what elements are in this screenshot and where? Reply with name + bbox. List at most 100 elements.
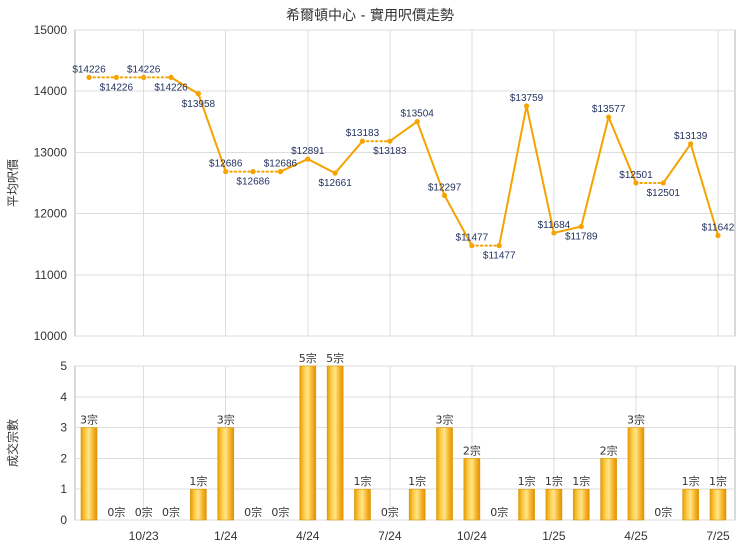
price-point-9 <box>332 170 338 176</box>
price-line-segment <box>170 76 200 95</box>
price-line-segment <box>416 120 446 197</box>
volume-value-labels: 3宗 0宗 0宗 0宗 1宗 3宗 0宗 0宗 5宗 5宗 1宗 0宗 1宗 3宗 2宗 0宗 1宗 1宗 1宗 2宗… <box>80 351 727 519</box>
x-tick-label: 7/25 <box>706 529 730 543</box>
price-label-16: $13759 <box>510 93 544 104</box>
price-point-20 <box>633 180 639 186</box>
price-label-9: $12661 <box>318 178 352 189</box>
price-point-21 <box>660 180 666 186</box>
price-line-segment <box>525 104 555 234</box>
price-label-5: $12686 <box>209 159 243 170</box>
volume-plot-area <box>74 365 736 521</box>
price-line-segment <box>388 120 419 143</box>
volume-bar-22 <box>682 488 699 521</box>
price-line-segment <box>334 140 364 175</box>
price-y-tick-label: 15000 <box>34 23 68 37</box>
volume-label-18: 1宗 <box>572 474 590 488</box>
price-label-0: $14226 <box>72 64 106 75</box>
price-label-15: $11477 <box>483 251 516 262</box>
volume-label-12: 1宗 <box>408 474 426 488</box>
volume-bar-0 <box>80 427 98 521</box>
price-label-10: $13183 <box>346 128 380 139</box>
price-label-19: $13577 <box>592 104 626 115</box>
price-line-series <box>88 76 719 247</box>
volume-bar-23 <box>709 488 727 521</box>
price-point-7 <box>277 169 284 175</box>
price-point-12 <box>414 118 420 125</box>
volume-bar-17 <box>545 488 563 521</box>
volume-label-10: 1宗 <box>353 474 371 488</box>
price-label-12: $13504 <box>400 109 434 120</box>
x-axis: 10/23 1/24 4/24 7/24 10/24 1/25 4/25 7/25 <box>129 529 730 543</box>
price-line-segment <box>552 225 583 234</box>
volume-y-axis: 0 1 2 3 4 5 <box>60 359 67 527</box>
volume-label-16: 1宗 <box>518 474 536 488</box>
price-point-5 <box>223 169 229 175</box>
price-label-1: $14226 <box>100 82 134 93</box>
price-point-6 <box>250 169 256 175</box>
volume-y-tick-label: 5 <box>60 359 67 373</box>
volume-bar-19 <box>600 458 617 521</box>
price-label-2: $14226 <box>127 64 161 75</box>
x-tick-label: 10/24 <box>457 529 487 543</box>
price-plot-area <box>74 29 736 337</box>
price-point-11 <box>387 138 393 144</box>
price-point-10 <box>359 138 366 144</box>
price-label-7: $12686 <box>264 159 298 170</box>
volume-bars <box>80 365 727 521</box>
volume-label-0: 3宗 <box>80 413 98 427</box>
price-label-4: $13958 <box>182 99 216 110</box>
price-label-17: $11684 <box>538 220 571 231</box>
volume-bar-14 <box>463 458 481 521</box>
volume-y-tick-label: 4 <box>60 390 67 404</box>
price-label-13: $12297 <box>428 182 462 193</box>
volume-gridlines <box>75 365 735 521</box>
price-panel: 10000 11000 12000 13000 14000 15000 平均呎價 $142… <box>6 23 736 343</box>
price-label-20: $12501 <box>619 170 653 181</box>
volume-y-tick-label: 1 <box>60 482 67 496</box>
price-point-15 <box>496 243 502 249</box>
x-tick-label: 10/23 <box>129 529 159 543</box>
volume-label-3: 0宗 <box>162 505 180 519</box>
volume-label-8: 5宗 <box>299 351 317 365</box>
price-y-axis-title: 平均呎價 <box>6 159 20 207</box>
volume-bar-10 <box>354 488 371 521</box>
volume-label-9: 5宗 <box>326 351 344 365</box>
price-line-segment <box>498 104 528 247</box>
price-y-axis: 10000 11000 12000 13000 14000 15000 <box>34 23 68 343</box>
price-line-segment <box>662 142 692 184</box>
price-point-3 <box>168 74 174 80</box>
price-point-23 <box>715 232 721 239</box>
price-label-18: $11789 <box>565 232 598 243</box>
volume-label-6: 0宗 <box>244 505 262 519</box>
price-y-tick-label: 10000 <box>34 329 68 343</box>
price-line-segment <box>607 116 637 184</box>
price-point-19 <box>606 114 612 120</box>
volume-label-15: 0宗 <box>490 505 508 519</box>
price-line-segment <box>306 158 337 175</box>
price-label-6: $12686 <box>236 177 270 188</box>
volume-bar-16 <box>518 488 535 521</box>
volume-y-tick-label: 0 <box>60 513 67 527</box>
price-point-18 <box>578 223 584 230</box>
volume-label-21: 0宗 <box>654 505 672 519</box>
price-line-segment <box>580 116 610 228</box>
volume-bar-4 <box>190 488 207 521</box>
price-point-22 <box>688 141 694 147</box>
price-line-segment <box>443 194 473 247</box>
x-tick-label: 4/25 <box>624 529 648 543</box>
price-line-segment <box>197 92 227 173</box>
price-y-tick-label: 13000 <box>34 145 68 159</box>
price-label-11: $13183 <box>373 146 407 157</box>
price-y-tick-label: 12000 <box>34 207 68 221</box>
volume-bar-13 <box>436 427 453 521</box>
volume-label-22: 1宗 <box>682 474 700 488</box>
volume-bar-18 <box>572 488 590 521</box>
volume-label-23: 1宗 <box>709 474 727 488</box>
volume-label-4: 1宗 <box>189 474 207 488</box>
volume-label-1: 0宗 <box>107 505 125 519</box>
x-tick-label: 7/24 <box>378 529 402 543</box>
volume-bar-12 <box>408 488 426 521</box>
volume-label-11: 0宗 <box>381 505 399 519</box>
